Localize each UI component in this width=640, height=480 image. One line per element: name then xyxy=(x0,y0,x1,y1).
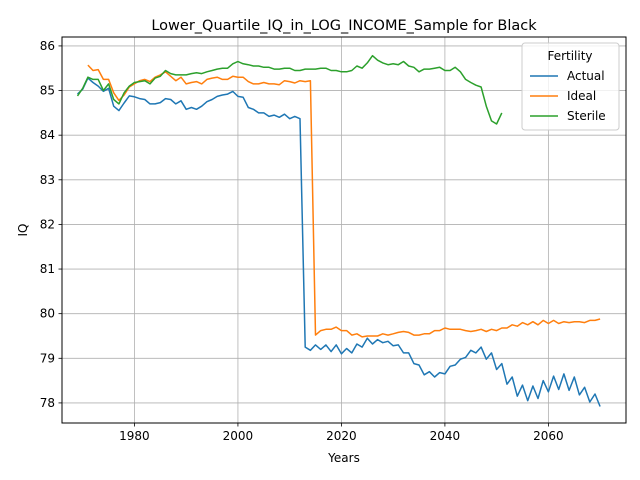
y-tick-label: 83 xyxy=(40,173,55,187)
y-tick-label: 81 xyxy=(40,262,55,276)
plot-frame xyxy=(61,36,627,424)
x-tick-label: 2040 xyxy=(430,429,461,443)
x-tick-label: 1980 xyxy=(119,429,150,443)
y-tick-label: 86 xyxy=(40,39,55,53)
legend-label-ideal: Ideal xyxy=(567,89,596,103)
chart-title: Lower_Quartile_IQ_in_LOG_INCOME_Sample f… xyxy=(151,18,537,34)
legend: Fertility Actual Ideal Sterile xyxy=(521,42,620,131)
y-axis-label: IQ xyxy=(16,224,30,237)
series-line-sterile xyxy=(76,54,503,125)
legend-title: Fertility xyxy=(547,49,592,63)
y-tick-label: 84 xyxy=(40,128,55,142)
y-tick-label: 85 xyxy=(40,84,55,98)
x-axis-label: Years xyxy=(327,451,360,465)
series-layer xyxy=(76,54,601,407)
legend-box xyxy=(521,42,620,131)
series-line-ideal xyxy=(87,64,601,338)
y-axis: 78 79 80 81 82 83 84 85 86 xyxy=(40,39,62,410)
y-tick-label: 80 xyxy=(40,307,55,321)
legend-label-sterile: Sterile xyxy=(567,109,606,123)
y-tick-label: 82 xyxy=(40,217,55,231)
x-tick-label: 2060 xyxy=(533,429,564,443)
series-line-actual xyxy=(76,77,601,407)
y-tick-label: 78 xyxy=(40,396,55,410)
x-axis: 1980 2000 2020 2040 2060 xyxy=(119,423,564,443)
legend-label-actual: Actual xyxy=(567,69,605,83)
x-tick-label: 2020 xyxy=(326,429,357,443)
legend-items: Actual Ideal Sterile xyxy=(530,69,606,123)
x-tick-label: 2000 xyxy=(223,429,254,443)
y-tick-label: 79 xyxy=(40,351,55,365)
